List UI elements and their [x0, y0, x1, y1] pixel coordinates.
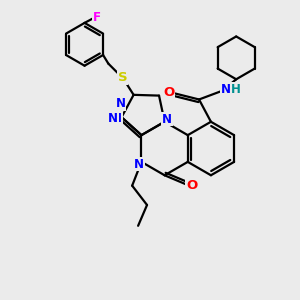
Text: N: N: [108, 112, 118, 125]
Text: F: F: [92, 11, 101, 24]
Text: N: N: [112, 112, 122, 125]
Text: H: H: [231, 82, 241, 96]
Text: N: N: [221, 82, 231, 96]
Text: N: N: [134, 158, 144, 171]
Text: N: N: [116, 98, 126, 110]
Text: O: O: [186, 178, 197, 192]
Text: S: S: [118, 71, 128, 84]
Text: O: O: [163, 85, 174, 98]
Text: N: N: [162, 113, 172, 126]
